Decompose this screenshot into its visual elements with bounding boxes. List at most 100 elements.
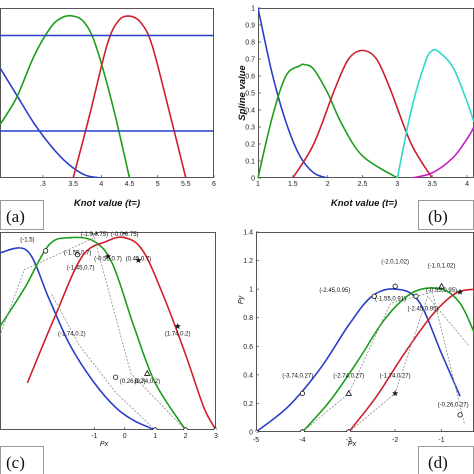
marker-circle <box>299 429 305 432</box>
marker-triangle <box>143 369 151 376</box>
chart-panel-0: .3 3.5 4 4.5 5 5.5 6 Knot value (t=) (a) <box>0 8 216 230</box>
y-axis-label: Spline value <box>237 65 248 121</box>
panel-tag-box <box>418 446 474 474</box>
x-tick-label: 3.5 <box>427 181 437 188</box>
panel-tag-label: (d) <box>428 453 448 472</box>
marker-star <box>174 322 181 330</box>
marker-circle <box>74 252 81 258</box>
series-line-gray <box>348 295 470 432</box>
point-annotation: (-1.74,0.2) <box>58 332 86 338</box>
series-group <box>258 8 474 178</box>
y-tick-label: 0.7 <box>245 57 255 64</box>
x-tick-label: -3 <box>346 437 352 444</box>
point-annotation: (0.45,0.7) <box>126 256 152 262</box>
series-line-gray <box>51 294 156 430</box>
x-tick-label: -1 <box>91 433 97 440</box>
x-tick-label: 0 <box>123 433 127 440</box>
marker-star <box>135 256 142 264</box>
marker-circle <box>299 390 305 397</box>
x-axis-label: Px <box>348 441 357 448</box>
series-line-red <box>292 49 433 178</box>
marker-circle <box>152 427 158 430</box>
x-tick-label: 4 <box>465 181 469 188</box>
point-annotation: (1.74,0.2) <box>165 332 191 338</box>
y-tick-label: 1.4 <box>243 230 253 237</box>
x-tick-label: -5 <box>253 437 259 444</box>
series-line-gray <box>0 237 186 430</box>
series-line-blue <box>0 67 102 178</box>
series-line-green <box>301 287 474 432</box>
panel-tag-label: (a) <box>6 207 25 226</box>
point-annotation: (-2.74,0.27) <box>333 374 364 380</box>
point-annotation: (0.74,0.2) <box>134 379 160 385</box>
series-line-green <box>0 236 187 430</box>
series-line-blue <box>0 247 156 430</box>
y-axis-label: Py <box>238 295 245 304</box>
marker-circle <box>457 412 463 418</box>
series-line-green <box>258 63 398 178</box>
panel-tag-label: (b) <box>428 207 448 226</box>
y-tick-label: 1 <box>251 6 255 13</box>
y-tick-label: 1.2 <box>243 258 253 265</box>
point-annotation: (-0.55,0.95) <box>426 288 457 294</box>
point-annotation: (-0.55,0.7) <box>94 256 122 262</box>
marker-circle <box>413 293 419 299</box>
marker-triangle <box>91 232 98 235</box>
point-annotation: (-1.5) <box>20 237 34 243</box>
plot-frame <box>0 232 216 430</box>
series-line-cyan <box>396 48 474 178</box>
panel-tag-box <box>418 200 474 230</box>
x-tick-label: 3 <box>395 181 399 188</box>
marker-circle <box>371 293 377 299</box>
point-annotation: (-3.74,0.27) <box>282 374 313 380</box>
panel-tag-box <box>0 200 44 230</box>
y-tick-label: 0 <box>251 176 255 183</box>
x-tick-label: -1 <box>438 437 444 444</box>
x-tick-label: 2 <box>184 433 188 440</box>
y-tick-label: 0.8 <box>243 315 253 322</box>
point-annotation: (-1.55,0.7) <box>64 251 92 257</box>
y-tick-label: 0.4 <box>245 108 255 115</box>
x-tick-label: -2 <box>392 437 398 444</box>
marker-circle <box>213 427 216 430</box>
marker-circle <box>392 283 398 289</box>
series-group <box>256 282 474 432</box>
x-tick-label: 1 <box>153 433 157 440</box>
series-line-blue <box>258 8 328 178</box>
chart-panel-3: -5 -4 -3 -2 -1 0 0.2 0.4 0.6 0.8 1 1.2 1.4 (-2.0,1.02… <box>238 230 474 474</box>
chart-panel-1: 1 1.5 2 2.5 3 3.5 4 0 0.1 0.2 0.3 0.4 0.5 0.6 0.7 0.8 0.… <box>237 6 474 230</box>
point-annotation: (-2.0,1.02) <box>381 259 409 265</box>
y-tick-label: 0.6 <box>243 344 253 351</box>
y-tick-label: 0.9 <box>245 23 255 30</box>
y-tick-label: 0.1 <box>245 159 255 166</box>
x-tick-label: 2 <box>326 181 330 188</box>
y-tick-label: 0.8 <box>245 40 255 47</box>
x-axis-label: Knot value (t=) <box>74 198 140 209</box>
marker-star <box>456 288 464 295</box>
marker-circle <box>182 427 189 430</box>
marker-star <box>122 232 127 235</box>
marker-triangle <box>345 389 353 396</box>
point-annotation: (-2.45,0.95) <box>319 288 350 294</box>
y-tick-label: 0.3 <box>245 125 255 132</box>
x-tick-label: 5 <box>156 181 160 188</box>
series-line-red <box>26 236 216 430</box>
x-tick-label: 2.5 <box>358 181 368 188</box>
point-annotation: (-1.0,0.75) <box>80 232 108 238</box>
y-tick-label: 0.4 <box>243 372 253 379</box>
point-annotation: (-1.45,0.7) <box>67 266 95 272</box>
panel-tag-label: (c) <box>6 453 25 472</box>
y-tick-label: 0.5 <box>245 91 255 98</box>
series-group <box>0 232 216 430</box>
point-annotation: (-1.55,0.91) <box>375 297 406 303</box>
marker-circle <box>43 248 49 254</box>
x-tick-label: 3.5 <box>68 181 78 188</box>
y-tick-label: 1 <box>249 287 253 294</box>
x-axis-label: Px <box>100 441 109 448</box>
series-line-red <box>72 15 187 178</box>
plot-frame <box>258 8 474 178</box>
marker-circle <box>256 429 259 432</box>
marker-star <box>391 390 399 397</box>
x-tick-label: 1 <box>256 181 260 188</box>
x-tick-label: 6 <box>212 181 216 188</box>
